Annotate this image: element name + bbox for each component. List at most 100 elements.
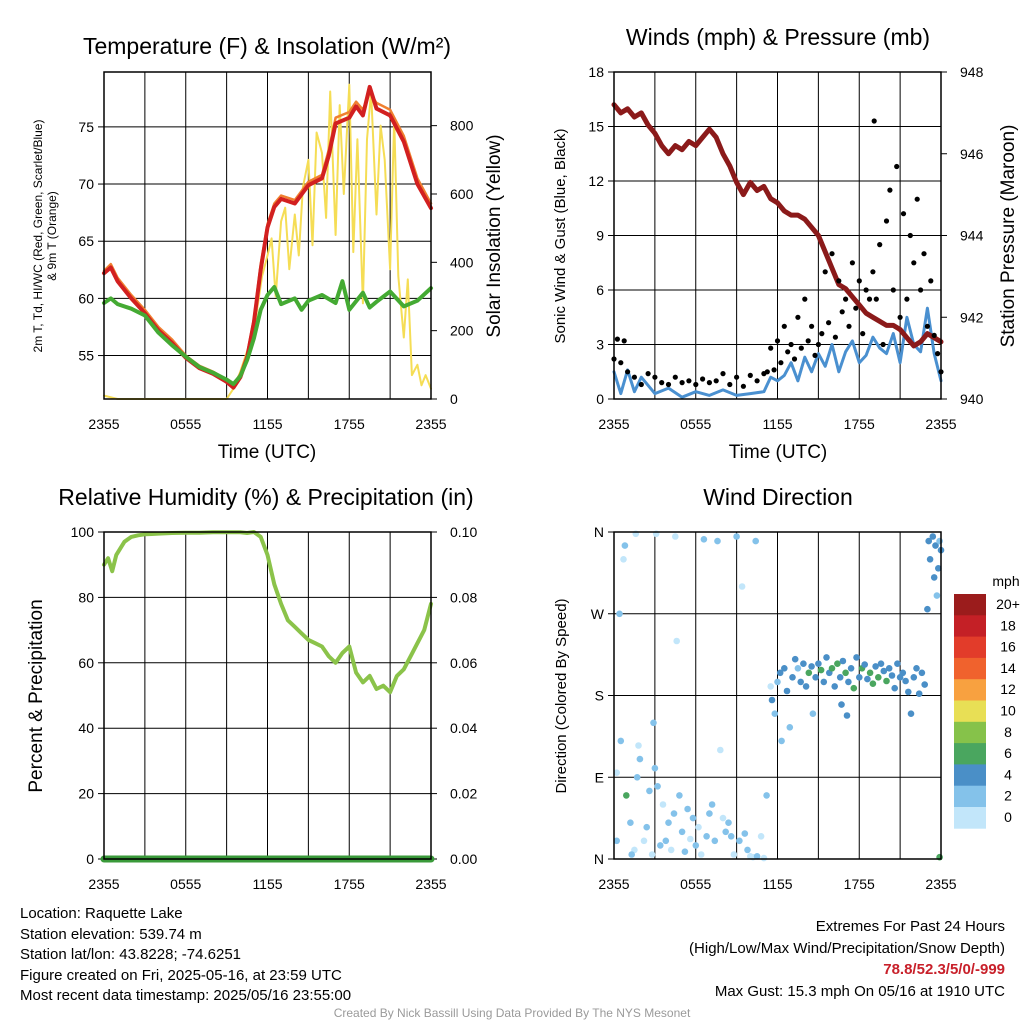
- y-axis-label-line2: & 9m T (Orange): [45, 191, 59, 281]
- gust-point: [894, 163, 900, 170]
- gust-point: [843, 296, 849, 302]
- colorbar-swatch: [954, 636, 986, 659]
- x-tick-label: 1155: [252, 876, 282, 892]
- direction-point: [633, 774, 641, 781]
- gust-point: [706, 380, 713, 386]
- chart-title: Winds (mph) & Pressure (mb): [626, 24, 930, 50]
- direction-point: [757, 833, 765, 840]
- direction-point: [839, 657, 847, 665]
- gust-point: [625, 369, 631, 375]
- direction-point: [636, 755, 644, 763]
- direction-point: [808, 663, 815, 670]
- gust-point: [911, 260, 917, 266]
- location-text: Location: Raquette Lake: [20, 905, 183, 922]
- direction-point: [843, 712, 851, 719]
- y2-tick-label: 0.08: [450, 589, 477, 605]
- gust-point: [788, 341, 794, 348]
- y2-tick-label: 200: [450, 323, 474, 339]
- direction-point: [733, 533, 740, 540]
- x-tick-label: 1755: [844, 876, 875, 892]
- y-tick-label: W: [591, 606, 605, 622]
- y-tick-label: 3: [596, 337, 604, 353]
- direction-point: [932, 542, 939, 549]
- direction-point: [797, 678, 804, 686]
- gust-point: [812, 352, 818, 358]
- y-tick-label: N: [594, 524, 604, 540]
- direction-point: [786, 724, 794, 731]
- dewpoint-line: [102, 279, 433, 387]
- direction-point: [706, 810, 713, 817]
- y-axis-label: Sonic Wind & Gust (Blue, Black): [552, 128, 569, 343]
- y2-axis-label: Station Pressure (Maroon): [998, 125, 1019, 348]
- gust-point: [778, 360, 784, 366]
- direction-point: [635, 742, 642, 749]
- colorbar-swatch: [954, 721, 986, 744]
- y-tick-label: 55: [78, 348, 94, 364]
- gust-point: [621, 338, 627, 344]
- direction-point: [809, 710, 817, 717]
- direction-point: [783, 687, 791, 695]
- direction-point: [657, 842, 664, 849]
- gust-point: [860, 331, 866, 337]
- direction-point: [654, 783, 661, 790]
- direction-point: [659, 801, 667, 808]
- direction-point: [711, 837, 719, 845]
- direction-point: [930, 574, 938, 581]
- x-tick-label: 2355: [598, 416, 629, 432]
- gust-point: [679, 380, 685, 386]
- direction-point: [665, 819, 672, 826]
- gust-point: [819, 331, 825, 337]
- direction-point: [681, 848, 689, 855]
- direction-point: [651, 764, 659, 772]
- panel-wind-direction: 2355 0555 1155 1755 2355 N E S W N Wind Direction D…: [553, 484, 1020, 892]
- direction-point: [678, 828, 686, 836]
- direction-point: [689, 814, 697, 822]
- direction-point: [753, 853, 761, 860]
- direction-point: [613, 769, 620, 776]
- direction-point: [877, 660, 885, 667]
- direction-point: [853, 654, 860, 661]
- x-tick-label: 1155: [762, 416, 792, 432]
- gust-point: [829, 251, 835, 257]
- colorbar-swatch: [954, 785, 986, 808]
- y-tick-label: 70: [78, 176, 94, 192]
- y-tick-label: 40: [78, 720, 94, 736]
- gust-point: [768, 345, 774, 351]
- direction-point: [697, 851, 705, 858]
- direction-point: [875, 674, 882, 681]
- direction-point: [781, 665, 788, 672]
- station-info: Location: Raquette Lake Station elevatio…: [20, 904, 351, 1007]
- y2-tick-label: 946: [960, 146, 984, 162]
- direction-point: [802, 683, 810, 690]
- direction-point: [850, 684, 858, 692]
- direction-point: [741, 830, 749, 837]
- gust-point: [900, 211, 907, 217]
- y-tick-label: 60: [78, 290, 94, 306]
- y-axis-label-line1: 2m T, Td, HI/WC (Red, Green, Scarlet/Blu…: [31, 120, 45, 353]
- x-tick-label: 0555: [170, 416, 201, 432]
- colorbar-swatch: [954, 594, 986, 616]
- colorbar-label: 18: [1000, 617, 1016, 633]
- direction-point: [778, 737, 785, 745]
- gust-point: [734, 374, 740, 380]
- y2-tick-label: 600: [450, 186, 474, 202]
- direction-point: [933, 592, 941, 599]
- gust-point: [774, 338, 781, 344]
- direction-point: [828, 665, 836, 672]
- gust-point: [686, 378, 692, 384]
- colorbar-label: 2: [1004, 788, 1012, 804]
- gust-point: [809, 323, 815, 329]
- direction-point: [676, 792, 683, 799]
- y-axis-label: Percent & Precipitation: [26, 599, 47, 792]
- direction-point: [744, 846, 751, 854]
- direction-point: [905, 688, 912, 696]
- direction-point: [918, 669, 926, 677]
- y-tick-label: 0: [86, 851, 94, 867]
- direction-point: [926, 556, 934, 563]
- direction-point: [834, 660, 841, 667]
- direction-point: [885, 665, 893, 672]
- gust-point: [839, 309, 845, 315]
- y-tick-label: 20: [78, 786, 94, 802]
- gust-point: [826, 320, 832, 326]
